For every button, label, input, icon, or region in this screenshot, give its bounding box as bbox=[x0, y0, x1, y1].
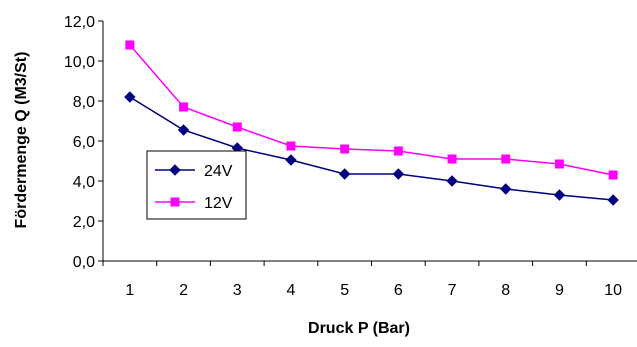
legend-marker-swatch bbox=[169, 164, 181, 176]
legend-label: 12V bbox=[204, 195, 233, 212]
axes bbox=[98, 20, 637, 266]
series-line bbox=[129, 44, 614, 176]
y-tick-label: 4,0 bbox=[73, 174, 95, 191]
x-tick-label: 9 bbox=[555, 282, 564, 299]
data-point bbox=[340, 144, 350, 154]
y-tick-label: 10,0 bbox=[64, 54, 95, 71]
legend-item-12v: 12V bbox=[155, 195, 233, 212]
data-point bbox=[607, 194, 619, 206]
data-point bbox=[285, 154, 297, 166]
series-line bbox=[129, 96, 614, 201]
data-point bbox=[447, 154, 457, 164]
y-tick-label: 0,0 bbox=[73, 254, 95, 271]
data-point bbox=[177, 124, 190, 136]
legend-item-24v: 24V bbox=[155, 163, 233, 180]
legend: 24V 12V bbox=[146, 150, 247, 220]
legend-label: 24V bbox=[204, 163, 233, 180]
y-tick-label: 12,0 bbox=[64, 14, 95, 31]
x-tick-label: 10 bbox=[604, 282, 622, 299]
data-point bbox=[392, 168, 405, 180]
x-tick-label: 7 bbox=[448, 282, 457, 299]
data-point bbox=[446, 175, 458, 187]
x-tick-label: 5 bbox=[340, 282, 349, 299]
data-point bbox=[338, 168, 351, 180]
data-point bbox=[124, 91, 136, 103]
x-tick-label: 6 bbox=[394, 282, 403, 299]
y-tick-label: 2,0 bbox=[73, 214, 95, 231]
legend-marker-swatch bbox=[170, 197, 180, 207]
y-tick-label: 6,0 bbox=[73, 134, 95, 151]
data-point bbox=[554, 159, 564, 169]
x-tick-label: 4 bbox=[286, 282, 295, 299]
data-point bbox=[501, 154, 511, 164]
data-point bbox=[232, 122, 242, 132]
data-point bbox=[500, 183, 512, 195]
x-axis-title: Druck P (Bar) bbox=[308, 320, 410, 337]
legend-box bbox=[146, 150, 247, 220]
y-tick-label: 8,0 bbox=[73, 94, 95, 111]
y-axis-title: Fördermenge Q (M3/St) bbox=[13, 52, 30, 229]
x-tick-label: 1 bbox=[125, 282, 134, 299]
data-point bbox=[125, 40, 135, 50]
x-tick-label: 8 bbox=[501, 282, 510, 299]
data-point bbox=[286, 141, 296, 151]
data-point bbox=[393, 146, 403, 156]
data-point bbox=[553, 189, 566, 201]
x-tick-label: 3 bbox=[233, 282, 242, 299]
series-12v bbox=[125, 40, 618, 180]
x-tick-label: 2 bbox=[179, 282, 188, 299]
data-point bbox=[179, 102, 189, 112]
tick-labels: 0,0 2,0 4,0 6,0 8,0 10,0 12,0 1 2 3 4 5 6 7 8 9 10 bbox=[64, 14, 622, 299]
data-point bbox=[608, 170, 618, 180]
series-group bbox=[124, 40, 619, 206]
series-24v bbox=[124, 91, 619, 206]
